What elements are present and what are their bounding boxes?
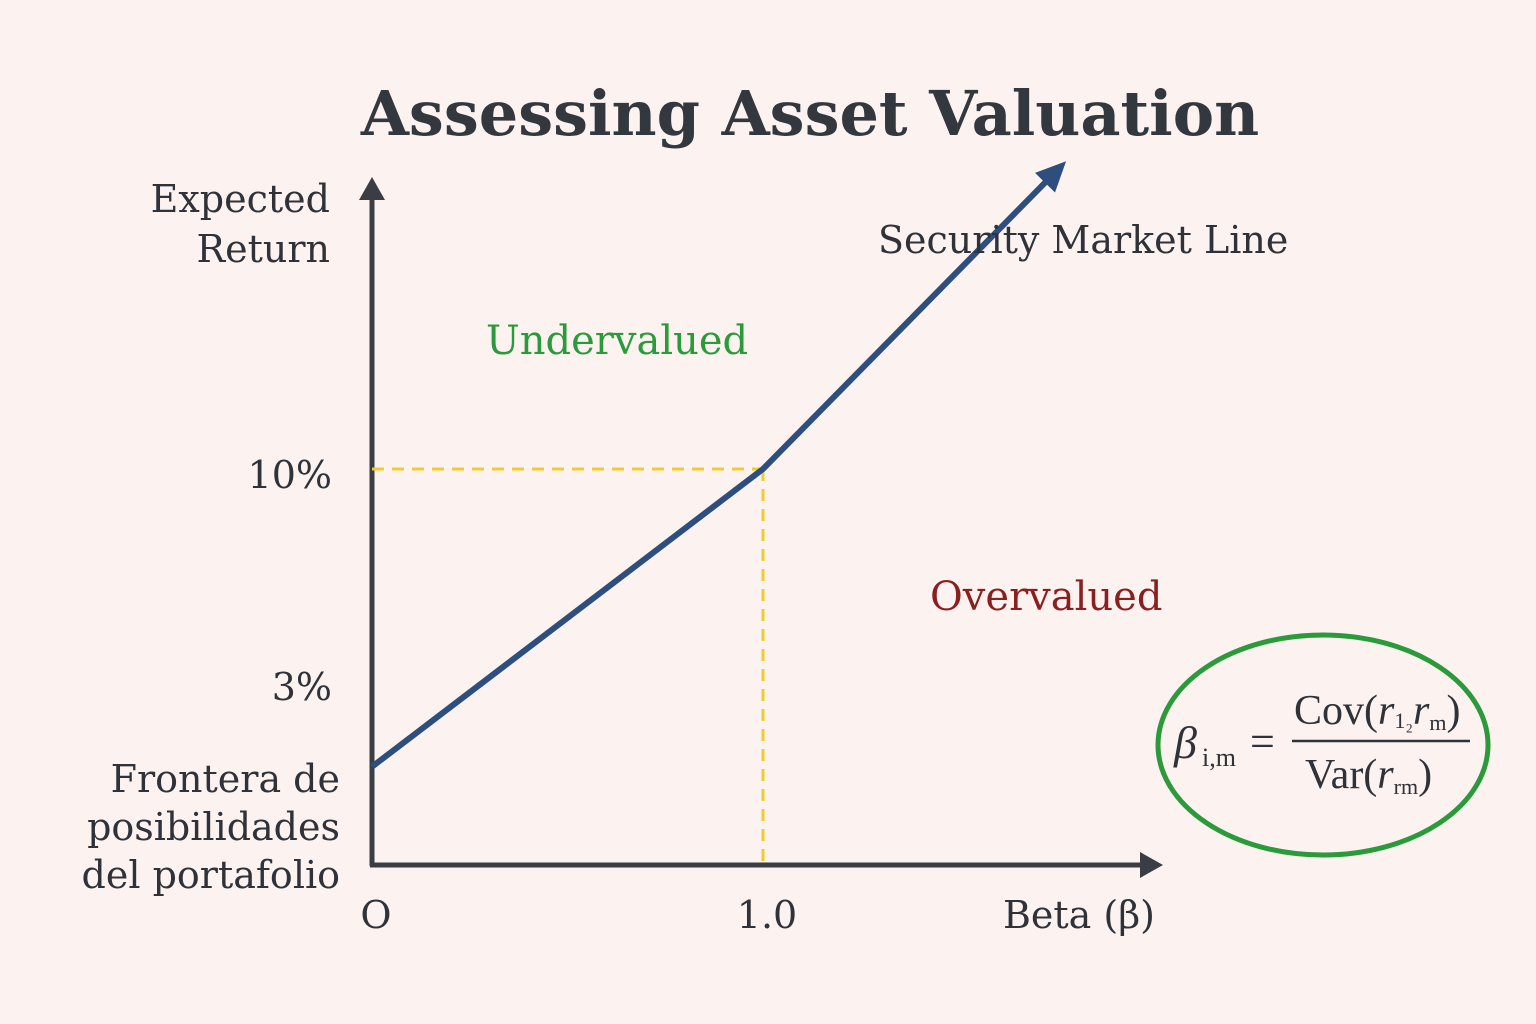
formula-beta-subscript: i,m [1202,743,1236,772]
formula-numerator: Cov(r1₂rm) [1294,688,1461,735]
series-layer [370,161,1067,770]
series-arrowhead [1035,161,1067,193]
note-line-1: Frontera de [111,757,340,801]
chart-title: Assessing Asset Valuation [360,77,1259,150]
note-line-2: posibilidades [87,805,340,849]
region-label-overvalued: Overvalued [930,574,1162,620]
x-axis-label: Beta (β) [1003,893,1155,937]
y-tick-label-3: 3% [272,665,332,709]
x-tick-label-0: O [360,893,391,937]
axes [359,177,1163,878]
y-axis-label-line-2: Return [197,227,330,271]
region-label-undervalued: Undervalued [486,318,748,364]
note-line-3: del portafolio [82,853,340,897]
y-axis-arrowhead [359,177,385,200]
formula-beta-symbol: β [1173,717,1197,768]
x-axis-arrowhead [1140,852,1163,878]
beta-formula: β i,m = Cov(r1₂rm) Var(rrm) [1155,632,1491,858]
formula-equals: = [1250,717,1275,766]
y-axis-label-line-1: Expected [151,177,330,221]
y-tick-label-10: 10% [248,453,332,497]
series-label-security-market-line: Security Market Line [878,218,1288,262]
x-tick-label-1: 1.0 [737,893,797,937]
reference-lines [372,467,765,866]
formula-ellipse [1155,632,1491,858]
series-line-security-market-line [370,169,1059,770]
formula-denominator: Var(rrm) [1305,752,1432,799]
